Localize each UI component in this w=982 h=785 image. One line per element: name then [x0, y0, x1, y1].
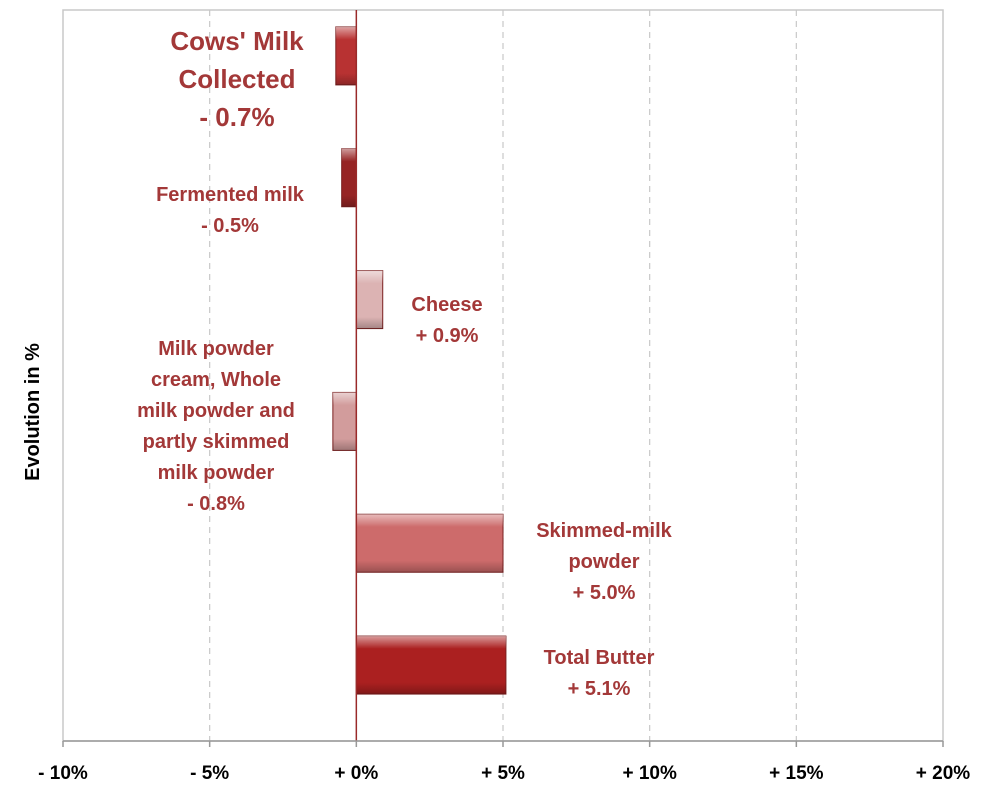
bar-shine	[341, 148, 357, 207]
data-label: Cows' Milk Collected - 0.7%	[170, 26, 304, 132]
x-tick-label: + 10%	[622, 763, 677, 784]
x-tick-label: + 15%	[769, 763, 824, 784]
x-tick-label: - 5%	[190, 763, 229, 784]
y-axis-title: Evolution in %	[22, 343, 44, 481]
data-label: Milk powder cream, Whole milk powder and pa…	[137, 338, 295, 515]
x-axis-ticks: - 10% - 5% + 0% + 5% + 10% + 15% + 20%	[38, 741, 970, 784]
data-labels: Cows' Milk Collected - 0.7% Fermented milk -…	[137, 26, 673, 700]
x-tick-label: - 10%	[38, 763, 88, 784]
bar-shine	[332, 392, 357, 451]
x-tick-label: + 20%	[916, 763, 971, 784]
bar-shine	[356, 514, 503, 573]
gridlines	[209, 10, 797, 741]
data-label: Total Butter + 5.1%	[544, 647, 655, 700]
x-tick-label: + 5%	[481, 763, 525, 784]
x-tick-label: + 0%	[334, 763, 378, 784]
data-label: Skimmed-milk powder + 5.0%	[536, 520, 672, 604]
bar-shine	[335, 26, 357, 85]
data-label: Cheese + 0.9%	[411, 294, 482, 347]
bar-shine	[356, 636, 506, 695]
bar-shine	[356, 270, 383, 329]
data-label: Fermented milk - 0.5%	[156, 184, 305, 237]
bars	[332, 26, 507, 695]
